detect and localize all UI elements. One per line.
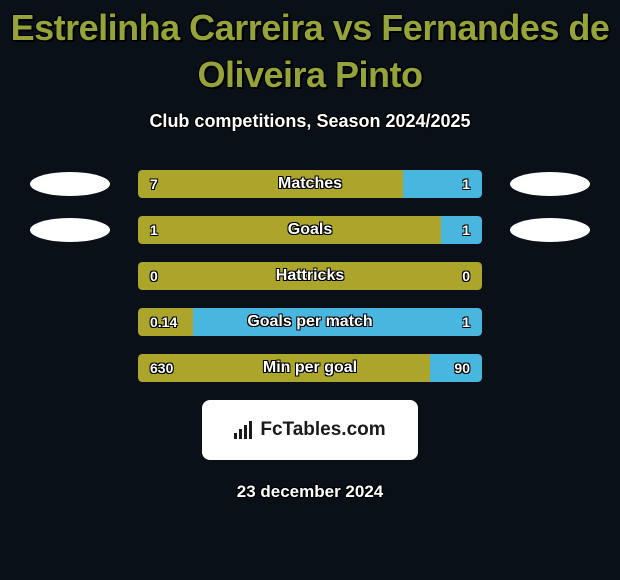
- stats-comparison: Estrelinha Carreira vs Fernandes de Oliv…: [0, 0, 620, 580]
- stat-row: 0 0 Hattricks: [0, 262, 620, 290]
- stat-row: 0.14 1 Goals per match: [0, 308, 620, 336]
- stats-list: 7 1 Matches 1 1 Goals 0 0 Hattricks 0.14 1 Goals pe…: [0, 170, 620, 382]
- stat-row: 1 1 Goals: [0, 216, 620, 244]
- stat-bar: 0 0 Hattricks: [138, 262, 482, 290]
- chart-icon: [234, 421, 254, 439]
- subtitle: Club competitions, Season 2024/2025: [0, 111, 620, 132]
- brand-label: FcTables.com: [260, 419, 385, 441]
- stat-row: 7 1 Matches: [0, 170, 620, 198]
- brand-card[interactable]: FcTables.com: [202, 400, 418, 460]
- stat-value-right: 1: [462, 314, 470, 330]
- stat-value-left: 0.14: [150, 314, 177, 330]
- stat-row: 630 90 Min per goal: [0, 354, 620, 382]
- stat-value-right: 1: [462, 176, 470, 192]
- stat-bar: 630 90 Min per goal: [138, 354, 482, 382]
- stat-label: Goals per match: [247, 313, 372, 331]
- stat-label: Hattricks: [276, 267, 344, 285]
- page-title: Estrelinha Carreira vs Fernandes de Oliv…: [0, 0, 620, 99]
- stat-value-right: 0: [462, 268, 470, 284]
- stat-label: Min per goal: [263, 359, 357, 377]
- stat-label: Goals: [288, 221, 332, 239]
- stat-value-left: 1: [150, 222, 158, 238]
- stat-value-right: 90: [454, 360, 470, 376]
- date-label: 23 december 2024: [0, 482, 620, 502]
- player-badge-right: [510, 172, 590, 196]
- stat-bar: 0.14 1 Goals per match: [138, 308, 482, 336]
- stat-value-left: 630: [150, 360, 173, 376]
- player-badge-left: [30, 218, 110, 242]
- player-badge-left: [30, 172, 110, 196]
- stat-value-left: 7: [150, 176, 158, 192]
- stat-value-left: 0: [150, 268, 158, 284]
- player-badge-right: [510, 218, 590, 242]
- stat-label: Matches: [278, 175, 342, 193]
- stat-value-right: 1: [462, 222, 470, 238]
- stat-bar: 7 1 Matches: [138, 170, 482, 198]
- stat-bar: 1 1 Goals: [138, 216, 482, 244]
